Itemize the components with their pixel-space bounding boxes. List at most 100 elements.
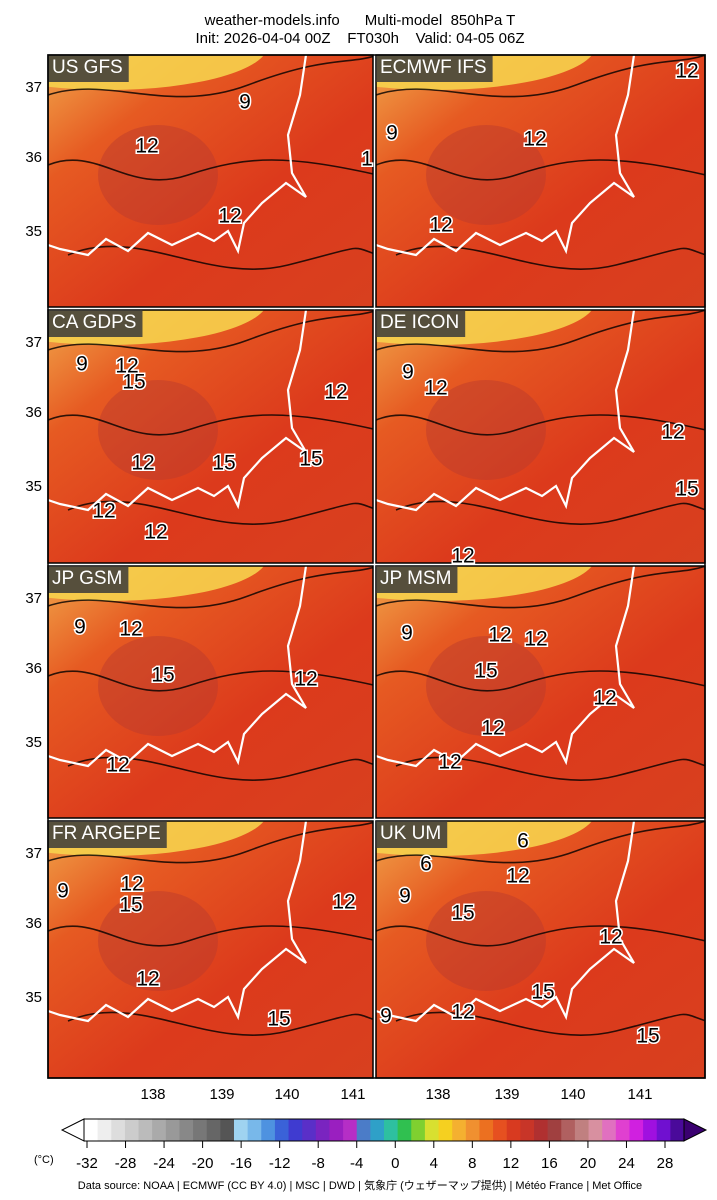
panel-label-bg [376,566,458,593]
colorbar-tick-label: -12 [269,1155,291,1172]
map-panel: JP GSM 9 12 15 12 12 [47,565,374,819]
coastline [376,566,636,768]
title: weather-models.info Multi-model 850hPa T [204,12,516,29]
contour-label: 15 [474,660,497,683]
map-content [376,55,705,307]
colorbar-tick-label: 0 [391,1155,399,1172]
panel-label: DE ICON [380,312,459,333]
colorbar-segment [247,1119,262,1141]
colorbar-segment [452,1119,467,1141]
warm-core [98,125,218,225]
contour-label: 12 [488,624,511,647]
subtitle: Init: 2026-04-04 00Z FT030h Valid: 04-05… [195,30,524,47]
contour-label: 12 [524,628,547,651]
colorbar-segment [179,1119,194,1141]
lat-tick-label: 36 [25,149,42,166]
contour-label: 15 [122,371,145,394]
contour-label: 12 [481,717,504,740]
colorbar-tick-label: -20 [192,1155,214,1172]
source: Data source: NOAA | ECMWF (CC BY 4.0) | … [78,1178,642,1192]
warm-core [426,636,546,736]
lon-tick-label: 141 [340,1086,365,1103]
contour [376,670,705,692]
colorbar-tick-label: 4 [430,1155,438,1172]
contour [395,1011,705,1036]
colorbar-tick-label: -16 [230,1155,252,1172]
colorbar-segment [629,1119,644,1141]
map-panel: US GFS 9 12 12 1 [47,54,374,308]
colorbar-segment [561,1119,576,1141]
colorbar-segment [261,1119,276,1141]
colorbar-segment [384,1119,399,1141]
contour-label: 12 [106,754,129,777]
colorbar-tick-label: 16 [541,1155,558,1172]
colorbar-segment [411,1119,426,1141]
contour-label: 15 [531,981,554,1004]
contour [48,414,373,436]
contour-label: 9 [386,122,398,145]
temperature-field [376,821,705,1078]
colorbar-segment [479,1119,494,1141]
coastline [376,821,636,1023]
panel-label-bg [376,55,493,82]
map-panel: JP MSM 9 12 12 15 12 12 12 [375,565,706,819]
coastline [48,821,308,1023]
contour-label: 12 [218,205,241,228]
contour-label: 15 [636,1025,659,1048]
coastline [376,310,636,512]
contour-label: 12 [506,865,529,888]
colorbar-segment [643,1119,658,1141]
contour [48,159,373,181]
contour [376,310,705,353]
temperature-field [376,310,705,563]
contour-label: 9 [239,91,251,114]
lon-tick-label: 139 [209,1086,234,1103]
contour [395,500,705,525]
contour-label: 9 [402,361,414,384]
temperature-field [48,821,373,1078]
colorbar-segment [547,1119,562,1141]
coastline [48,566,308,768]
lat-tick-label: 36 [25,660,42,677]
colorbar-tick-label: 20 [580,1155,597,1172]
coastline [48,310,308,512]
contour-label: 9 [401,622,413,645]
lat-tick-label: 37 [25,79,42,96]
colorbar-segment [588,1119,603,1141]
map-content [376,821,705,1078]
colorbar-segment [152,1119,167,1141]
colorbar-segment [424,1119,440,1141]
contour-label: 12 [135,135,158,158]
contour-label: 15 [267,1008,290,1031]
colorbar-segment [111,1119,126,1141]
colorbar-segment [343,1119,358,1141]
panel-label: CA GDPS [52,312,136,333]
colorbar-tick-label: 24 [618,1155,635,1172]
contour-label: 12 [599,926,622,949]
coastline [48,55,308,257]
map-content [376,566,705,818]
panel-label-bg [376,310,466,337]
colorbar-segment [656,1119,671,1141]
map-content [48,566,373,818]
warm-core [98,380,218,480]
lon-tick-label: 140 [274,1086,299,1103]
colorbar-segment [438,1119,453,1141]
coastline [376,55,636,257]
contour-label: 15 [212,452,235,475]
warm-core [98,891,218,991]
contour [376,414,705,436]
contour [376,55,705,98]
contour-label: 12 [120,873,143,896]
contour-label: 12 [136,968,159,991]
contour-label: 12 [294,668,317,691]
colorbar-segment [84,1119,99,1141]
colorbar-segment [506,1119,521,1141]
warm-core [426,891,546,991]
contour-label: 15 [675,478,698,501]
colorbar-segment [329,1119,344,1141]
panel-label-bg [48,821,167,848]
colorbar-segment [520,1119,535,1141]
colorbar-segment [97,1119,112,1141]
